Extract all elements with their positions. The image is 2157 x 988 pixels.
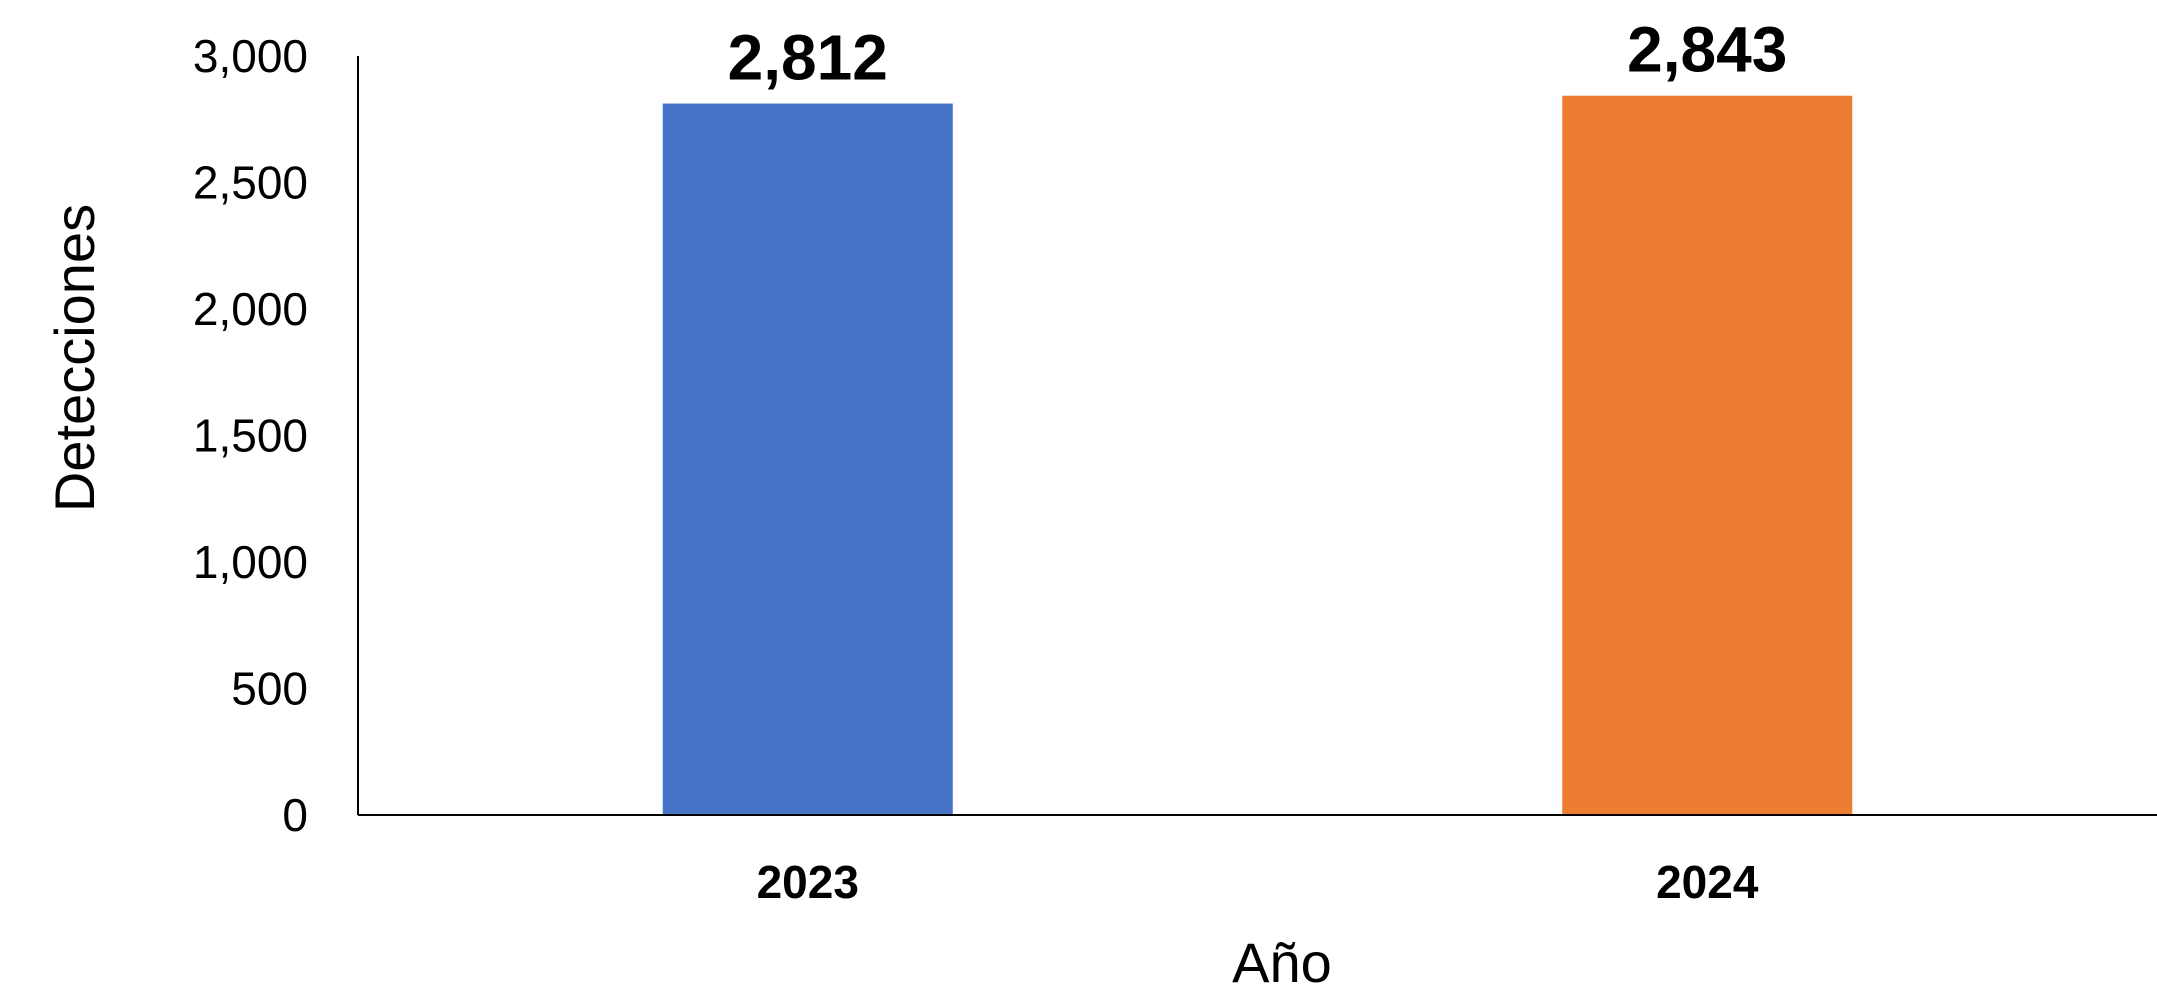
y-tick-label: 1,500	[193, 410, 308, 462]
x-axis-title: Año	[1232, 931, 1332, 988]
y-tick-label: 2,000	[193, 283, 308, 335]
y-tick-label: 1,000	[193, 536, 308, 588]
y-tick-label: 2,500	[193, 157, 308, 209]
x-tick-label: 2024	[1656, 856, 1759, 908]
bar-2023	[662, 103, 953, 815]
y-tick-label: 500	[231, 663, 308, 715]
y-tick-label: 3,000	[193, 30, 308, 82]
y-axis-ticks: 0 500 1,000 1,500 2,000 2,500 3,000	[193, 30, 308, 841]
data-label-2024: 2,843	[1627, 14, 1787, 86]
y-tick-label: 0	[282, 789, 308, 841]
bar-2024	[1562, 95, 1853, 815]
data-label-2023: 2,812	[728, 22, 888, 94]
x-axis-ticks: 2023 2024	[757, 856, 1759, 908]
data-labels: 2,812 2,843	[728, 14, 1788, 94]
y-axis-title: Detecciones	[43, 204, 106, 512]
x-tick-label: 2023	[757, 856, 859, 908]
bars	[662, 95, 1853, 815]
